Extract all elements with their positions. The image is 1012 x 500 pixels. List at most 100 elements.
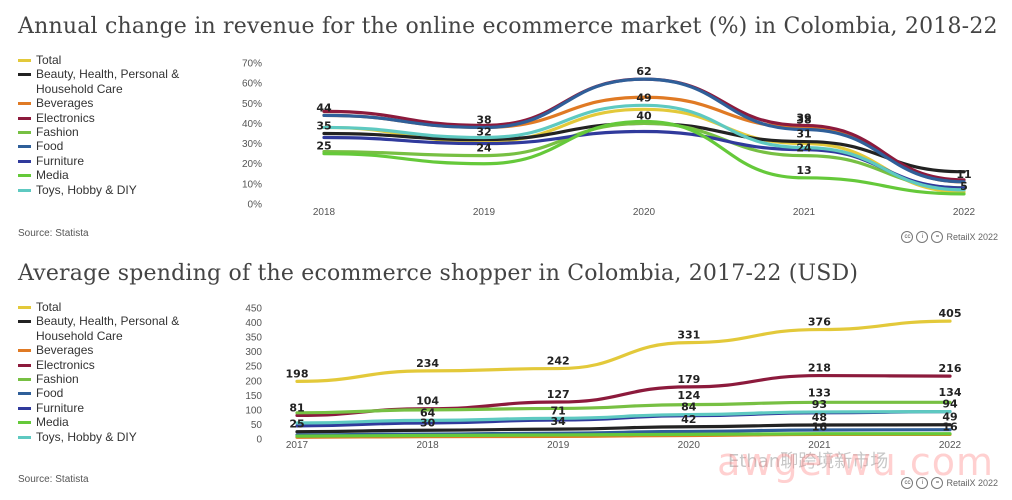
legend-swatch <box>18 320 31 324</box>
series-line <box>322 103 966 192</box>
x-tick-label: 2019 <box>547 440 570 451</box>
watermark-brand: awgerwu.com <box>717 440 994 484</box>
chart-1-legend: Total Beauty, Health, Personal & Househol… <box>18 53 201 197</box>
legend-swatch <box>18 421 31 425</box>
data-label: 24 <box>476 142 492 155</box>
legend-swatch <box>18 188 31 192</box>
data-label: 62 <box>636 65 651 78</box>
legend-swatch <box>18 145 31 149</box>
data-label: 34 <box>551 415 567 428</box>
legend-swatch <box>18 378 31 382</box>
nd-icon: = <box>931 231 944 243</box>
legend-label: Beverages <box>36 343 94 358</box>
legend-label: Media <box>36 168 69 183</box>
x-tick-label: 2021 <box>808 440 831 451</box>
data-label: 25 <box>289 418 304 431</box>
y-tick-label: 100 <box>245 405 262 416</box>
data-label: 94 <box>942 398 958 411</box>
series-line <box>295 410 952 425</box>
legend-item: Total <box>18 300 201 314</box>
data-label: 24 <box>796 142 812 155</box>
credit-text: RetailX 2022 <box>946 232 998 242</box>
data-label: 216 <box>939 362 962 375</box>
legend-item: Food <box>18 139 201 153</box>
data-label: 198 <box>286 367 309 380</box>
legend-label: Toys, Hobby & DIY <box>36 182 137 197</box>
legend-item: Food <box>18 386 201 400</box>
data-label: 64 <box>420 406 436 419</box>
data-label: 234 <box>416 357 439 370</box>
data-label: 32 <box>476 126 491 139</box>
data-label: 71 <box>551 404 566 417</box>
legend-label: Beauty, Health, Personal & Household Car… <box>36 67 180 96</box>
data-label: 42 <box>681 413 696 426</box>
chart-1-credit: cc i = RetailX 2022 <box>901 231 998 243</box>
data-label: 179 <box>677 373 700 386</box>
data-label: 133 <box>808 386 831 399</box>
data-label: 40 <box>636 109 652 122</box>
data-label: 35 <box>316 120 331 133</box>
legend-swatch <box>18 435 31 439</box>
data-label: 44 <box>316 101 332 114</box>
by-icon: i <box>916 231 929 243</box>
credit-text: RetailX 2022 <box>946 478 998 488</box>
y-tick-label: 350 <box>245 333 262 344</box>
y-tick-label: 50 <box>251 420 263 431</box>
chart-1-source: Source: Statista <box>18 228 89 239</box>
data-label: 331 <box>677 329 700 342</box>
data-label: 134 <box>939 386 962 399</box>
legend-swatch <box>18 363 31 367</box>
legend-label: Furniture <box>36 400 85 415</box>
series-line <box>295 319 952 383</box>
series-line <box>295 400 952 415</box>
chart-2-legend: Total Beauty, Health, Personal & Househol… <box>18 300 201 444</box>
legend-item: Beverages <box>18 343 201 357</box>
legend-swatch <box>18 349 31 353</box>
data-label: 31 <box>796 128 811 141</box>
by-icon: i <box>916 477 929 489</box>
data-label: 405 <box>939 307 962 320</box>
legend-swatch <box>18 306 31 309</box>
data-label: 376 <box>808 316 831 329</box>
x-tick-label: 2017 <box>286 440 309 451</box>
legend-swatch <box>18 159 31 163</box>
legend-swatch <box>18 102 31 106</box>
legend-label: Beauty, Health, Personal & Household Car… <box>36 314 180 343</box>
legend-swatch <box>18 59 31 62</box>
legend-item: Media <box>18 168 201 182</box>
legend-swatch <box>18 116 31 120</box>
y-tick-label: 150 <box>245 391 262 402</box>
y-tick-label: 200 <box>245 376 262 387</box>
x-tick-label: 2020 <box>633 207 656 218</box>
legend-item: Electronics <box>18 111 201 125</box>
y-tick-label: 70% <box>242 59 262 70</box>
legend-label: Total <box>36 53 62 67</box>
cc-icon: cc <box>901 477 914 489</box>
legend-item: Beauty, Health, Personal & Household Car… <box>18 314 201 343</box>
legend-label: Food <box>36 139 64 154</box>
y-tick-label: 60% <box>242 79 262 90</box>
legend-label: Electronics <box>36 110 95 125</box>
legend-swatch <box>18 392 31 396</box>
y-tick-label: 450 <box>245 304 262 315</box>
y-tick-label: 0 <box>256 435 262 446</box>
data-label: 30 <box>420 416 436 429</box>
data-label: 127 <box>547 388 570 401</box>
chart-1: 0% 10% 20% 30% 40% 50% 60% 70% 2018 2019 2020 2021 2… <box>242 59 976 219</box>
legend-label: Toys, Hobby & DIY <box>36 429 137 444</box>
cc-icon: cc <box>901 231 914 243</box>
x-tick-label: 2020 <box>678 440 701 451</box>
legend-label: Fashion <box>36 125 79 140</box>
chart-2-title: Average spending of the ecommerce shoppe… <box>18 261 859 286</box>
legend-item: Toys, Hobby & DIY <box>18 183 201 197</box>
legend-label: Media <box>36 415 69 430</box>
x-tick-label: 2018 <box>416 440 439 451</box>
data-label: 11 <box>956 168 971 181</box>
data-label: 13 <box>796 164 811 177</box>
data-label: 38 <box>796 113 811 126</box>
legend-label: Furniture <box>36 153 85 168</box>
legend-swatch <box>18 174 31 178</box>
data-label: 81 <box>289 401 304 414</box>
chart-2-credit: cc i = RetailX 2022 <box>901 477 998 489</box>
